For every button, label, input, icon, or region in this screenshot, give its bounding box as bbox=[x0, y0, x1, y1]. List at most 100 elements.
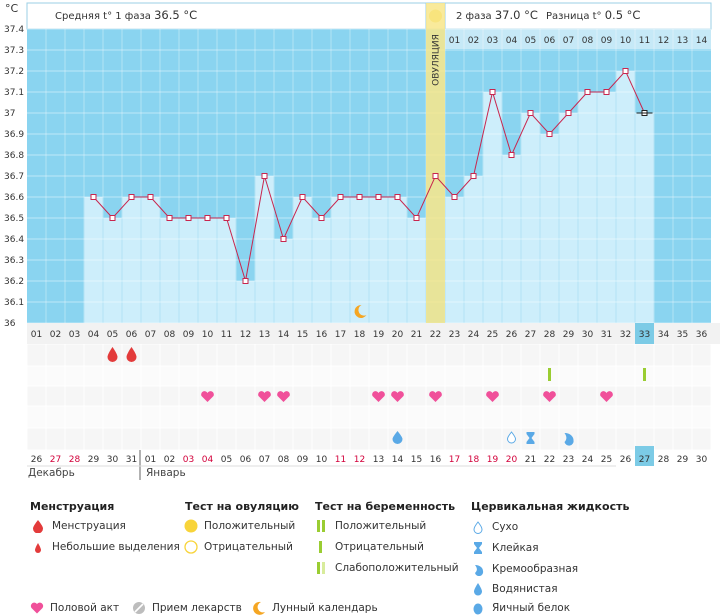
symptom-cell bbox=[65, 406, 84, 428]
symptom-cell bbox=[46, 406, 65, 428]
phase2-day-number: 02 bbox=[468, 36, 479, 46]
cycle-day-row bbox=[27, 323, 720, 344]
symptom-cell bbox=[293, 406, 312, 428]
legend-intercourse-label: Половой акт bbox=[50, 602, 120, 614]
symptom-cell bbox=[179, 386, 198, 406]
symptom-cell bbox=[502, 386, 521, 406]
symptom-cell bbox=[84, 344, 103, 366]
menstruation-drop bbox=[126, 347, 137, 362]
symptom-cell bbox=[236, 366, 255, 386]
symptom-cell bbox=[312, 366, 331, 386]
cycle-day-label: 05 bbox=[107, 330, 118, 340]
symptom-cell bbox=[426, 428, 445, 450]
temperature-bar bbox=[160, 218, 179, 323]
pill-icon bbox=[130, 601, 148, 615]
symptom-cell bbox=[141, 366, 160, 386]
symptom-cell bbox=[388, 344, 407, 366]
symptom-cell bbox=[141, 344, 160, 366]
cycle-day-label: 32 bbox=[620, 330, 631, 340]
ovulation-test-bar bbox=[548, 368, 551, 381]
legend-ovulation-negative: Отрицательный bbox=[182, 540, 293, 554]
calendar-date-label: 26 bbox=[620, 455, 632, 465]
symptom-cell bbox=[198, 344, 217, 366]
legend-pregnancy-positive-label: Положительный bbox=[335, 520, 427, 532]
symptom-cell bbox=[445, 386, 464, 406]
intercourse-heart bbox=[486, 391, 499, 402]
temperature-bar bbox=[198, 218, 217, 323]
symptom-cell bbox=[198, 428, 217, 450]
legend-cervical-watery-label: Водянистая bbox=[492, 583, 558, 595]
legend-cervical-dry-label: Сухо bbox=[492, 521, 519, 533]
symptom-cell bbox=[65, 428, 84, 450]
legend-ovulation-positive: Положительный bbox=[182, 519, 295, 533]
phase2-day-number: 14 bbox=[696, 36, 708, 46]
symptom-cell bbox=[426, 344, 445, 366]
cycle-day-label: 29 bbox=[563, 330, 575, 340]
calendar-date-label: 23 bbox=[563, 455, 574, 465]
symptom-cell bbox=[464, 344, 483, 366]
phase2-day-cell bbox=[445, 29, 464, 49]
cycle-day-label: 09 bbox=[183, 330, 195, 340]
phase2-day-cell bbox=[654, 29, 673, 49]
phase2-day-cell bbox=[540, 29, 559, 49]
symptom-cell bbox=[388, 406, 407, 428]
phase2-day-number: 10 bbox=[620, 36, 632, 46]
symptom-cell bbox=[103, 386, 122, 406]
y-tick-label: 36.6 bbox=[4, 193, 24, 203]
calendar-date-label: 04 bbox=[202, 455, 214, 465]
intercourse-heart bbox=[429, 391, 442, 402]
symptom-cell bbox=[616, 366, 635, 386]
symptom-cell bbox=[255, 344, 274, 366]
temperature-bar bbox=[217, 218, 236, 323]
y-tick-label: 36.1 bbox=[4, 298, 24, 308]
intercourse-heart bbox=[391, 391, 404, 402]
temperature-bar bbox=[179, 218, 198, 323]
temperature-bar bbox=[559, 113, 578, 323]
y-tick-label: 37 bbox=[4, 109, 15, 119]
cycle-day-label: 12 bbox=[240, 330, 251, 340]
symptom-cell bbox=[274, 428, 293, 450]
phase2-day-number: 03 bbox=[487, 36, 498, 46]
symptom-cell bbox=[464, 366, 483, 386]
temperature-bar bbox=[274, 239, 293, 323]
phase2-header-box bbox=[444, 2, 712, 30]
symptom-cell bbox=[578, 344, 597, 366]
temperature-point bbox=[109, 215, 116, 221]
symptom-cell bbox=[160, 366, 179, 386]
symptom-cell bbox=[369, 406, 388, 428]
symptom-cell bbox=[179, 406, 198, 428]
temperature-bar bbox=[445, 197, 464, 323]
calendar-date-label: 05 bbox=[221, 455, 232, 465]
cycle-day-label: 33 bbox=[639, 330, 650, 340]
y-tick-label: 36.4 bbox=[4, 235, 24, 245]
symptom-cell bbox=[46, 366, 65, 386]
y-tick-label: 37.4 bbox=[4, 25, 24, 35]
symptom-cell bbox=[27, 428, 46, 450]
symptom-cell bbox=[597, 428, 616, 450]
temperature-point bbox=[337, 194, 344, 200]
symptom-cell bbox=[27, 344, 46, 366]
hourglass-icon bbox=[470, 541, 488, 555]
symptom-cell bbox=[65, 366, 84, 386]
calendar-date-label: 27 bbox=[50, 455, 61, 465]
symptom-cell bbox=[274, 366, 293, 386]
cycle-day-label: 07 bbox=[145, 330, 156, 340]
cycle-day-label: 20 bbox=[392, 330, 404, 340]
phase2-day-cell bbox=[483, 29, 502, 49]
cycle-day-label: 25 bbox=[487, 330, 498, 340]
ovulation-label: ОВУЛЯЦИЯ bbox=[432, 34, 442, 86]
today-date-cell bbox=[635, 446, 654, 466]
phase2-summary: 2 фаза 37.0 °C bbox=[456, 8, 538, 22]
sun-outline-icon bbox=[182, 540, 200, 554]
legend-ovulation-test-title: Тест на овуляцию bbox=[185, 500, 299, 513]
calendar-date-label: 09 bbox=[297, 455, 309, 465]
calendar-date-label: 08 bbox=[278, 455, 290, 465]
calendar-date-label: 25 bbox=[601, 455, 612, 465]
phase2-day-number: 01 bbox=[449, 36, 460, 46]
symptom-cell bbox=[274, 344, 293, 366]
temperature-point bbox=[489, 89, 496, 95]
calendar-date-label: 20 bbox=[506, 455, 518, 465]
symptom-cell bbox=[46, 386, 65, 406]
symptom-cell bbox=[217, 386, 236, 406]
legend-lunar: Лунный календарь bbox=[250, 601, 378, 615]
